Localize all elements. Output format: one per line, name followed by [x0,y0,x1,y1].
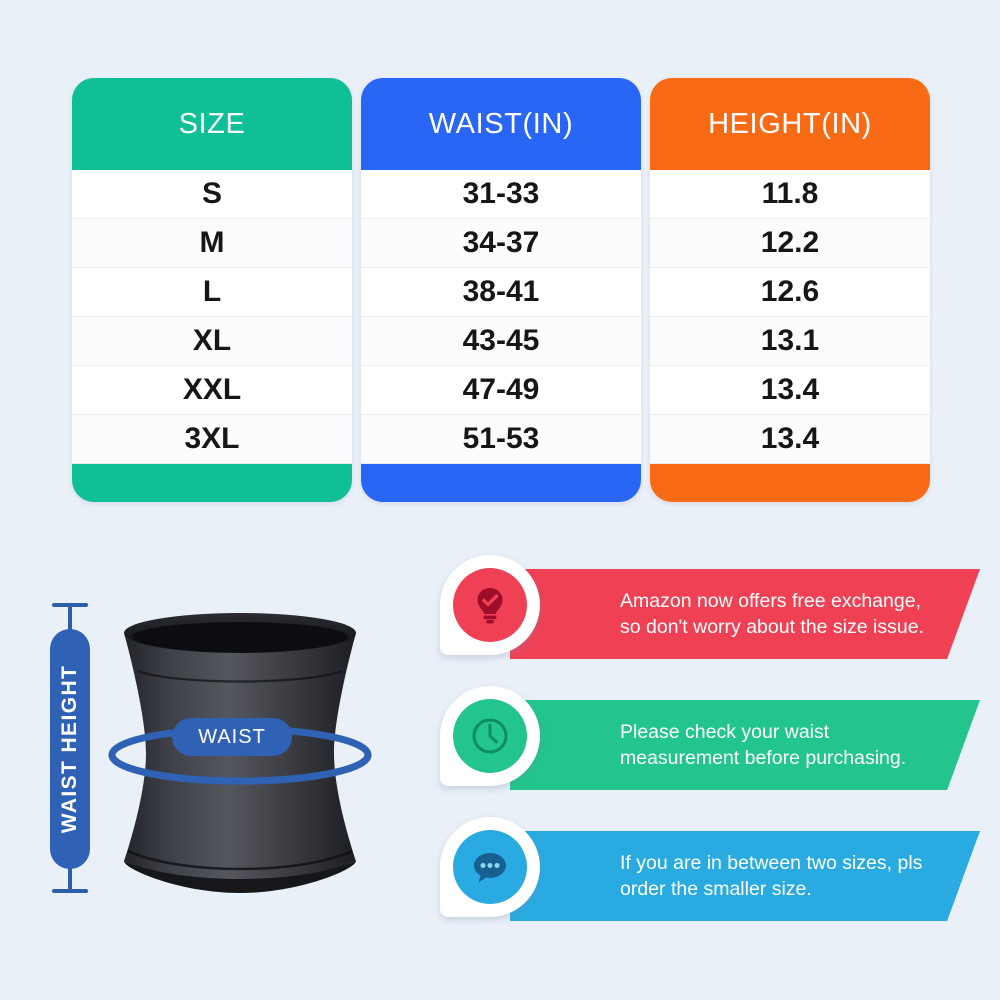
table-cell: 43-45 [361,317,641,366]
banner-text: Please check your waist measurement befo… [620,720,907,769]
trainer-stitch-top [137,669,343,683]
table-column-height: HEIGHT(IN) 11.8 12.2 12.6 13.1 13.4 13.4 [650,78,930,502]
lightbulb-check-icon [477,588,503,624]
banner-bar: Amazon now offers free exchange, so don'… [510,569,980,659]
table-cell: S [72,170,352,219]
trainer-bottom-edge [124,861,356,893]
table-cell: 13.1 [650,317,930,366]
clock-icon [472,718,508,754]
info-banner-measure: Please check your waist measurement befo… [440,686,980,804]
column-footer-waist [361,464,641,502]
column-header-waist: WAIST(IN) [361,78,641,170]
column-header-height: HEIGHT(IN) [650,78,930,170]
waist-height-measure-indicator: WAIST HEIGHT [42,603,98,893]
column-footer-height [650,464,930,502]
product-illustration: WAIST HEIGHT [20,575,420,945]
column-header-size: SIZE [72,78,352,170]
table-cell: 34-37 [361,219,641,268]
info-banner-sizing: If you are in between two sizes, pls ord… [440,817,980,935]
banner-icon-pin [440,817,548,935]
waist-height-label-pill: WAIST HEIGHT [50,629,90,869]
banner-text: If you are in between two sizes, pls ord… [620,851,923,900]
waist-label: WAIST [198,725,266,748]
column-body-waist: 31-33 34-37 38-41 43-45 47-49 51-53 [361,170,641,464]
table-cell: 13.4 [650,366,930,415]
measure-cap-top [52,603,88,607]
table-cell: 47-49 [361,366,641,415]
table-cell: 38-41 [361,268,641,317]
pin-circle [453,568,527,642]
table-cell: 12.6 [650,268,930,317]
size-chart-table: SIZE S M L XL XXL 3XL WAIST(IN) 31-33 34… [72,78,930,502]
trainer-inner-opening [132,622,348,652]
trainer-stitch-bottom [127,849,353,871]
table-cell: 31-33 [361,170,641,219]
info-banner-exchange: Amazon now offers free exchange, so don'… [440,555,980,673]
table-cell: 51-53 [361,415,641,464]
waist-height-label: WAIST HEIGHT [58,664,81,834]
info-banner-list: Amazon now offers free exchange, so don'… [440,555,980,965]
waist-label-badge: WAIST [172,718,292,756]
table-cell: L [72,268,352,317]
column-body-size: S M L XL XXL 3XL [72,170,352,464]
banner-text: Amazon now offers free exchange, so don'… [620,589,924,638]
chat-bubble-icon [474,853,506,883]
pin-circle [453,699,527,773]
column-footer-size [72,464,352,502]
table-cell: XL [72,317,352,366]
table-column-size: SIZE S M L XL XXL 3XL [72,78,352,502]
table-cell: 12.2 [650,219,930,268]
banner-bar: Please check your waist measurement befo… [510,700,980,790]
column-body-height: 11.8 12.2 12.6 13.1 13.4 13.4 [650,170,930,464]
table-cell: 13.4 [650,415,930,464]
banner-icon-pin [440,555,548,673]
table-cell: XXL [72,366,352,415]
table-cell: M [72,219,352,268]
measure-cap-bottom [52,889,88,893]
table-cell: 3XL [72,415,352,464]
banner-bar: If you are in between two sizes, pls ord… [510,831,980,921]
waist-measure-ring-front [108,751,372,785]
table-cell: 11.8 [650,170,930,219]
table-column-waist: WAIST(IN) 31-33 34-37 38-41 43-45 47-49 … [361,78,641,502]
pin-circle [453,830,527,904]
banner-icon-pin [440,686,548,804]
